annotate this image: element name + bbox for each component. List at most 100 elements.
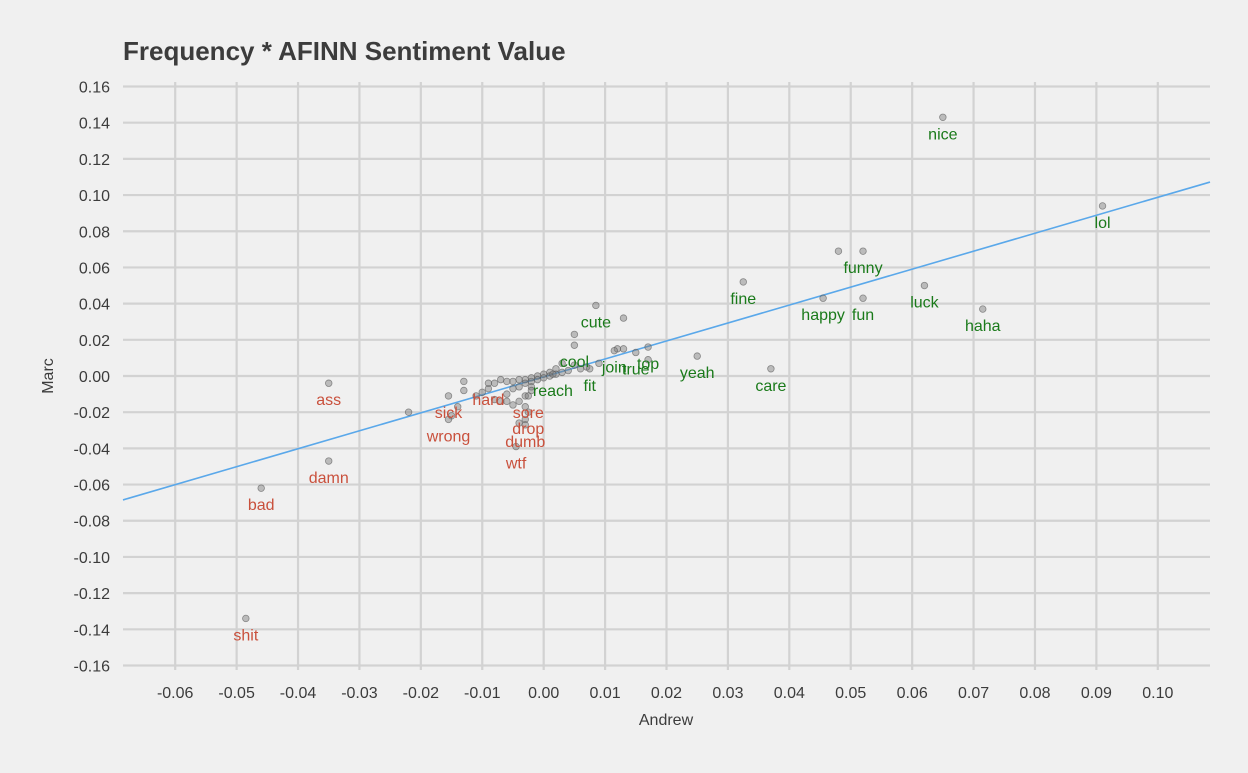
x-tick-label: 0.03 [712,685,743,702]
y-tick-label: -0.14 [74,622,111,639]
data-point-bad [257,484,265,492]
data-point [478,388,486,396]
data-point-damn [325,457,333,465]
data-point-nice [939,113,947,121]
y-axis-title: Marc [40,358,57,394]
data-point-hard [484,379,493,387]
point-label-nice: nice [928,126,957,143]
data-point [552,365,560,373]
point-label-luck: luck [910,295,939,312]
x-tick-label: 0.06 [897,685,928,702]
point-label-bad: bad [248,497,275,514]
x-tick-label: 0.05 [835,685,866,702]
point-label-ass: ass [316,392,341,409]
data-point-top [644,343,652,351]
data-point-join [610,346,618,355]
point-label-yeah: yeah [680,365,715,382]
data-point-shit [242,614,250,623]
point-label-care: care [755,378,786,395]
data-point [539,374,548,382]
point-label-lol: lol [1095,215,1111,232]
data-point-haha [979,305,987,313]
point-label-top: top [637,356,659,373]
point-label-join: join [601,360,627,377]
data-point-care [767,365,775,373]
point-label-true: true [622,361,650,378]
x-tick-label: 0.00 [528,685,559,702]
data-point-yeah [693,352,701,360]
data-point [509,384,517,393]
y-tick-label: -0.12 [74,586,111,603]
data-point-luck [920,281,929,290]
tick-labels: -0.06 -0.05 -0.04 -0.03 -0.02 -0.01 0.00 0.01 0.… [74,80,1174,702]
data-point-cute [592,301,600,310]
point-label-shit: shit [233,627,258,644]
point-label-wtf: wtf [505,456,527,473]
data-point [503,390,511,398]
data-point [619,314,628,322]
data-point-happy [819,294,827,302]
data-point [404,408,413,416]
point-label-cute: cute [581,314,611,331]
data-point-ass [325,379,333,387]
y-tick-label: 0.12 [79,152,110,169]
chart-title: Frequency * AFINN Sentiment Value [123,36,566,66]
data-point [503,377,511,386]
x-tick-label: 0.01 [590,685,621,702]
data-point [496,375,505,384]
y-tick-label: -0.06 [74,478,111,495]
data-point [834,247,843,255]
data-point [460,377,468,386]
point-label-fine: fine [730,291,756,308]
x-tick-label: 0.10 [1142,685,1173,702]
y-tick-label: -0.10 [74,550,111,567]
x-tick-label: -0.01 [464,685,501,702]
data-point [515,375,523,384]
y-tick-label: -0.08 [74,514,111,531]
y-tick-label: 0.06 [79,260,110,277]
data-point [509,401,517,409]
y-tick-label: -0.02 [74,405,111,422]
data-point-cool [570,341,579,349]
data-point [509,377,517,386]
data-point [644,356,652,364]
x-tick-label: -0.04 [280,685,317,702]
y-tick-label: 0.10 [79,188,110,205]
point-label-sore: sore [513,405,544,422]
point-label-fun: fun [852,307,874,324]
point-label-cool: cool [560,354,589,371]
data-point-funny [859,247,867,255]
fit-line-layer [122,181,1211,501]
y-tick-label: 0.02 [79,333,110,350]
data-point [619,345,628,353]
data-point [515,397,523,406]
data-point-reach [549,370,557,378]
point-label-happy: happy [801,307,845,324]
data-point [521,379,529,387]
data-point [558,359,566,368]
point-label-reach: reach [533,383,573,400]
data-point-fine [739,278,747,286]
data-point [460,386,468,395]
data-point-sick [444,392,453,400]
data-point [576,365,585,373]
point-label-sick: sick [435,405,464,422]
y-tick-label: 0.14 [79,116,110,133]
y-tick-label: 0.00 [79,369,110,386]
fit-line [122,181,1211,501]
y-tick-label: 0.08 [79,224,110,241]
data-point-lol [1098,202,1107,210]
data-point [570,361,579,369]
point-label-damn: damn [309,470,349,487]
data-point [521,415,529,424]
data-point [570,330,579,339]
x-tick-label: 0.04 [774,685,805,702]
data-point [484,384,493,393]
x-tick-label: 0.02 [651,685,682,702]
x-tick-label: 0.08 [1019,685,1050,702]
x-tick-label: -0.02 [403,685,440,702]
data-point [521,403,529,411]
y-tick-label: -0.16 [74,658,111,675]
